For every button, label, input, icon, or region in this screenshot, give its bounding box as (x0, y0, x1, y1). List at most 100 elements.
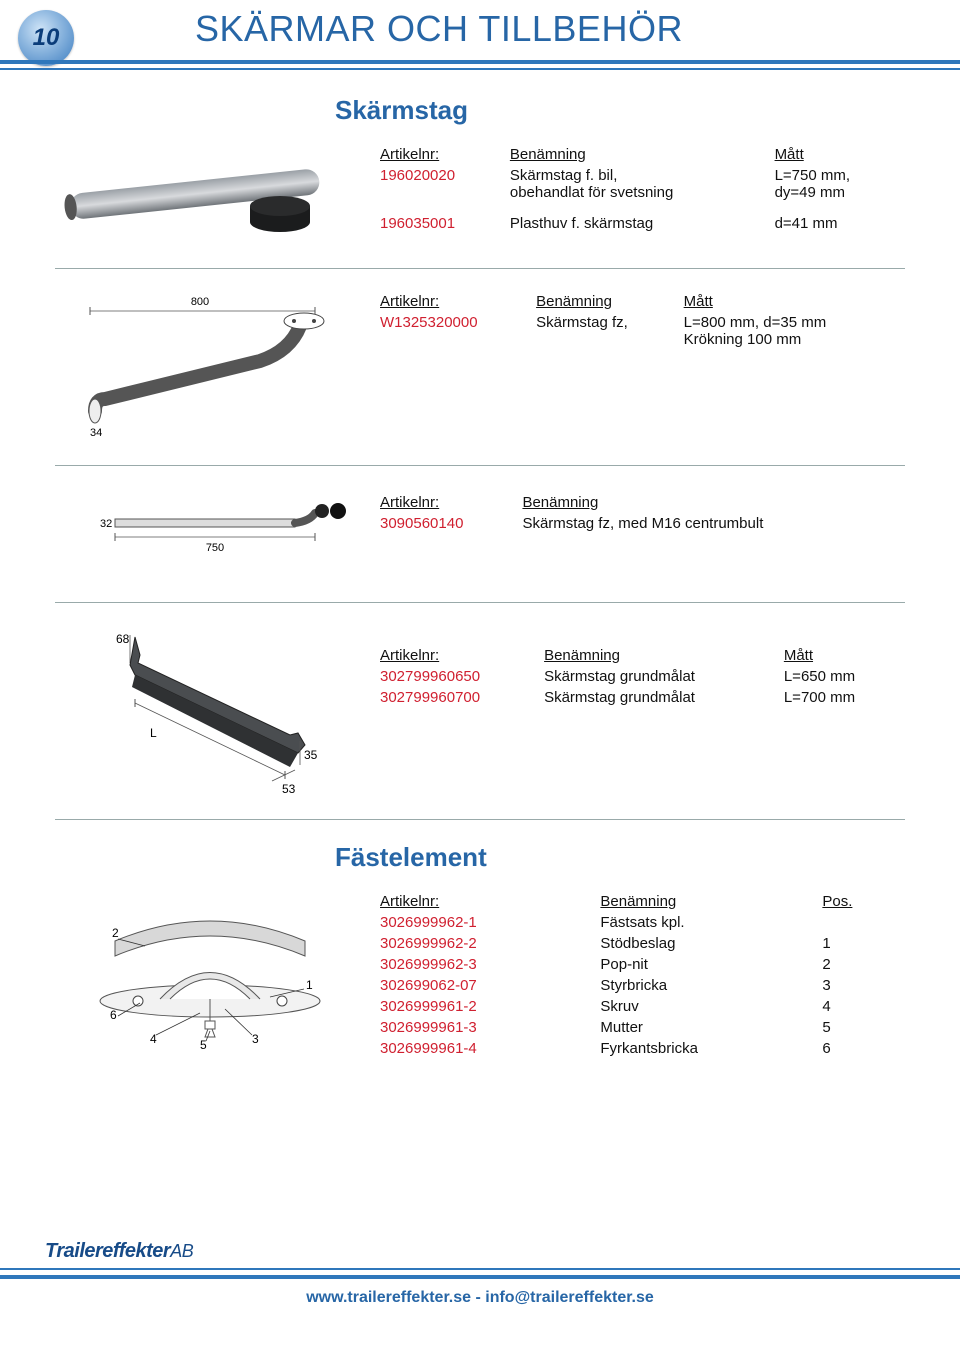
cell-pos: 6 (822, 1038, 905, 1059)
dim-label: 34 (90, 427, 102, 439)
dim-label: 750 (206, 542, 224, 554)
cell-measure: L=800 mm, d=35 mm Krökning 100 mm (684, 312, 905, 350)
col-name: Benämning (536, 291, 684, 312)
cell-article: 302799960650 (380, 666, 544, 687)
col-article: Artikelnr: (380, 891, 600, 912)
cell-name: Skärmstag grundmålat (544, 687, 784, 708)
cell-name: Pop-nit (600, 954, 822, 975)
cell-name: Skruv (600, 996, 822, 1017)
dim-label: 800 (191, 296, 209, 308)
cell-article: 196020020 (380, 165, 510, 203)
cell-article: 3026999962-1 (380, 912, 600, 933)
cell-measure: d=41 mm (775, 213, 905, 234)
footer-url: www.trailereffekter.se - info@trailereff… (0, 1289, 960, 1307)
cell-name: Plasthuv f. skärmstag (510, 213, 775, 234)
cell-article: 302699062-07 (380, 975, 600, 996)
callout: 2 (112, 926, 119, 940)
table-row: 3026999962-3Pop-nit2 (380, 954, 905, 975)
table-row: 3026999961-3Mutter5 (380, 1017, 905, 1038)
section2-title: Fästelement (335, 842, 905, 873)
footer-logo: TrailereffekterAB (45, 1240, 193, 1263)
cell-name: Fästsats kpl. (600, 912, 822, 933)
section1-title: Skärmstag (335, 95, 905, 126)
page-title: SKÄRMAR OCH TILLBEHÖR (195, 8, 683, 50)
cell-measure: L=750 mm, dy=49 mm (775, 165, 905, 203)
divider (55, 602, 905, 603)
logo-suffix: AB (170, 1241, 193, 1261)
col-measure: Mått (784, 645, 905, 666)
page-number-badge: 10 (18, 10, 74, 66)
cell-name: Styrbricka (600, 975, 822, 996)
callout: 1 (306, 978, 313, 992)
table-row: 3090560140 Skärmstag fz, med M16 centrum… (380, 513, 905, 534)
cell-name: Fyrkantsbricka (600, 1038, 822, 1059)
col-measure: Mått (684, 291, 905, 312)
cell-article: 196035001 (380, 213, 510, 234)
text: obehandlat för svetsning (510, 184, 673, 201)
dim-label: L (150, 726, 157, 740)
footer-rule-thick (0, 1275, 960, 1279)
dim-label: 32 (100, 518, 112, 530)
col-article: Artikelnr: (380, 492, 522, 513)
spec-table-1: Artikelnr: Benämning Mått 196020020 Skär… (380, 144, 905, 234)
table-row: 302799960650 Skärmstag grundmålat L=650 … (380, 666, 905, 687)
divider (55, 268, 905, 269)
divider (55, 465, 905, 466)
text: dy=49 mm (775, 184, 845, 201)
dim-label: 68 (116, 632, 130, 646)
table-row: 3026999962-2Stödbeslag1 (380, 933, 905, 954)
text: L=800 mm, d=35 mm (684, 314, 827, 331)
col-article: Artikelnr: (380, 291, 536, 312)
table-row: 196020020 Skärmstag f. bil, obehandlat f… (380, 165, 905, 203)
cell-name: Skärmstag fz, (536, 312, 684, 350)
cell-measure: L=700 mm (784, 687, 905, 708)
text: L=750 mm, (775, 167, 850, 184)
cell-article: W1325320000 (380, 312, 536, 350)
footer-rule-thin (0, 1268, 960, 1270)
logo-text: Trailereffekter (45, 1240, 170, 1262)
col-article: Artikelnr: (380, 144, 510, 165)
col-article: Artikelnr: (380, 645, 544, 666)
text: Skärmstag f. bil, (510, 167, 618, 184)
callout: 5 (200, 1038, 207, 1051)
spec-table-4: Artikelnr: Benämning Mått 302799960650 S… (380, 645, 905, 708)
cell-measure: L=650 mm (784, 666, 905, 687)
spec-table-3: Artikelnr: Benämning 3090560140 Skärmsta… (380, 492, 905, 534)
cell-pos: 2 (822, 954, 905, 975)
callout: 4 (150, 1032, 157, 1046)
product-image-3: 32 750 (55, 488, 355, 578)
cell-article: 3026999961-4 (380, 1038, 600, 1059)
product-block-1: Artikelnr: Benämning Mått 196020020 Skär… (55, 144, 905, 262)
dim-label: 53 (282, 782, 296, 795)
product-image-4: 68 L 35 53 (55, 625, 355, 795)
col-measure: Mått (775, 144, 905, 165)
table-row: 3026999961-4Fyrkantsbricka6 (380, 1038, 905, 1059)
spec-table-2: Artikelnr: Benämning Mått W1325320000 Sk… (380, 291, 905, 350)
cell-article: 3026999961-3 (380, 1017, 600, 1038)
table-row: 3026999961-2Skruv4 (380, 996, 905, 1017)
cell-article: 3026999962-3 (380, 954, 600, 975)
header-rule-thick (0, 60, 960, 64)
header-rule-thin (0, 68, 960, 70)
callout: 6 (110, 1008, 117, 1022)
callout: 3 (252, 1032, 259, 1046)
product-block-3: 32 750 Artikelnr: Benämning 3090560140 S… (55, 488, 905, 596)
product-block-4: 68 L 35 53 Artikelnr: Benämning Mått (55, 625, 905, 813)
product-image-1 (55, 144, 355, 244)
col-pos: Pos. (822, 891, 905, 912)
table-row: 302699062-07Styrbricka3 (380, 975, 905, 996)
cell-article: 3026999962-2 (380, 933, 600, 954)
spec-table-5: Artikelnr: Benämning Pos. 3026999962-1Fä… (380, 891, 905, 1059)
dim-label: 35 (304, 748, 318, 762)
col-name: Benämning (510, 144, 775, 165)
cell-pos: 4 (822, 996, 905, 1017)
divider (55, 819, 905, 820)
cell-name: Skärmstag fz, med M16 centrumbult (522, 513, 905, 534)
product-image-2: 800 34 (55, 291, 355, 441)
product-block-5: 2 1 6 4 5 3 Artikelnr: Benämning Pos. (55, 891, 905, 1077)
col-name: Benämning (522, 492, 905, 513)
product-block-2: 800 34 Artikelnr: Benämning Mått W132532… (55, 291, 905, 459)
col-name: Benämning (600, 891, 822, 912)
cell-article: 3090560140 (380, 513, 522, 534)
cell-pos: 5 (822, 1017, 905, 1038)
